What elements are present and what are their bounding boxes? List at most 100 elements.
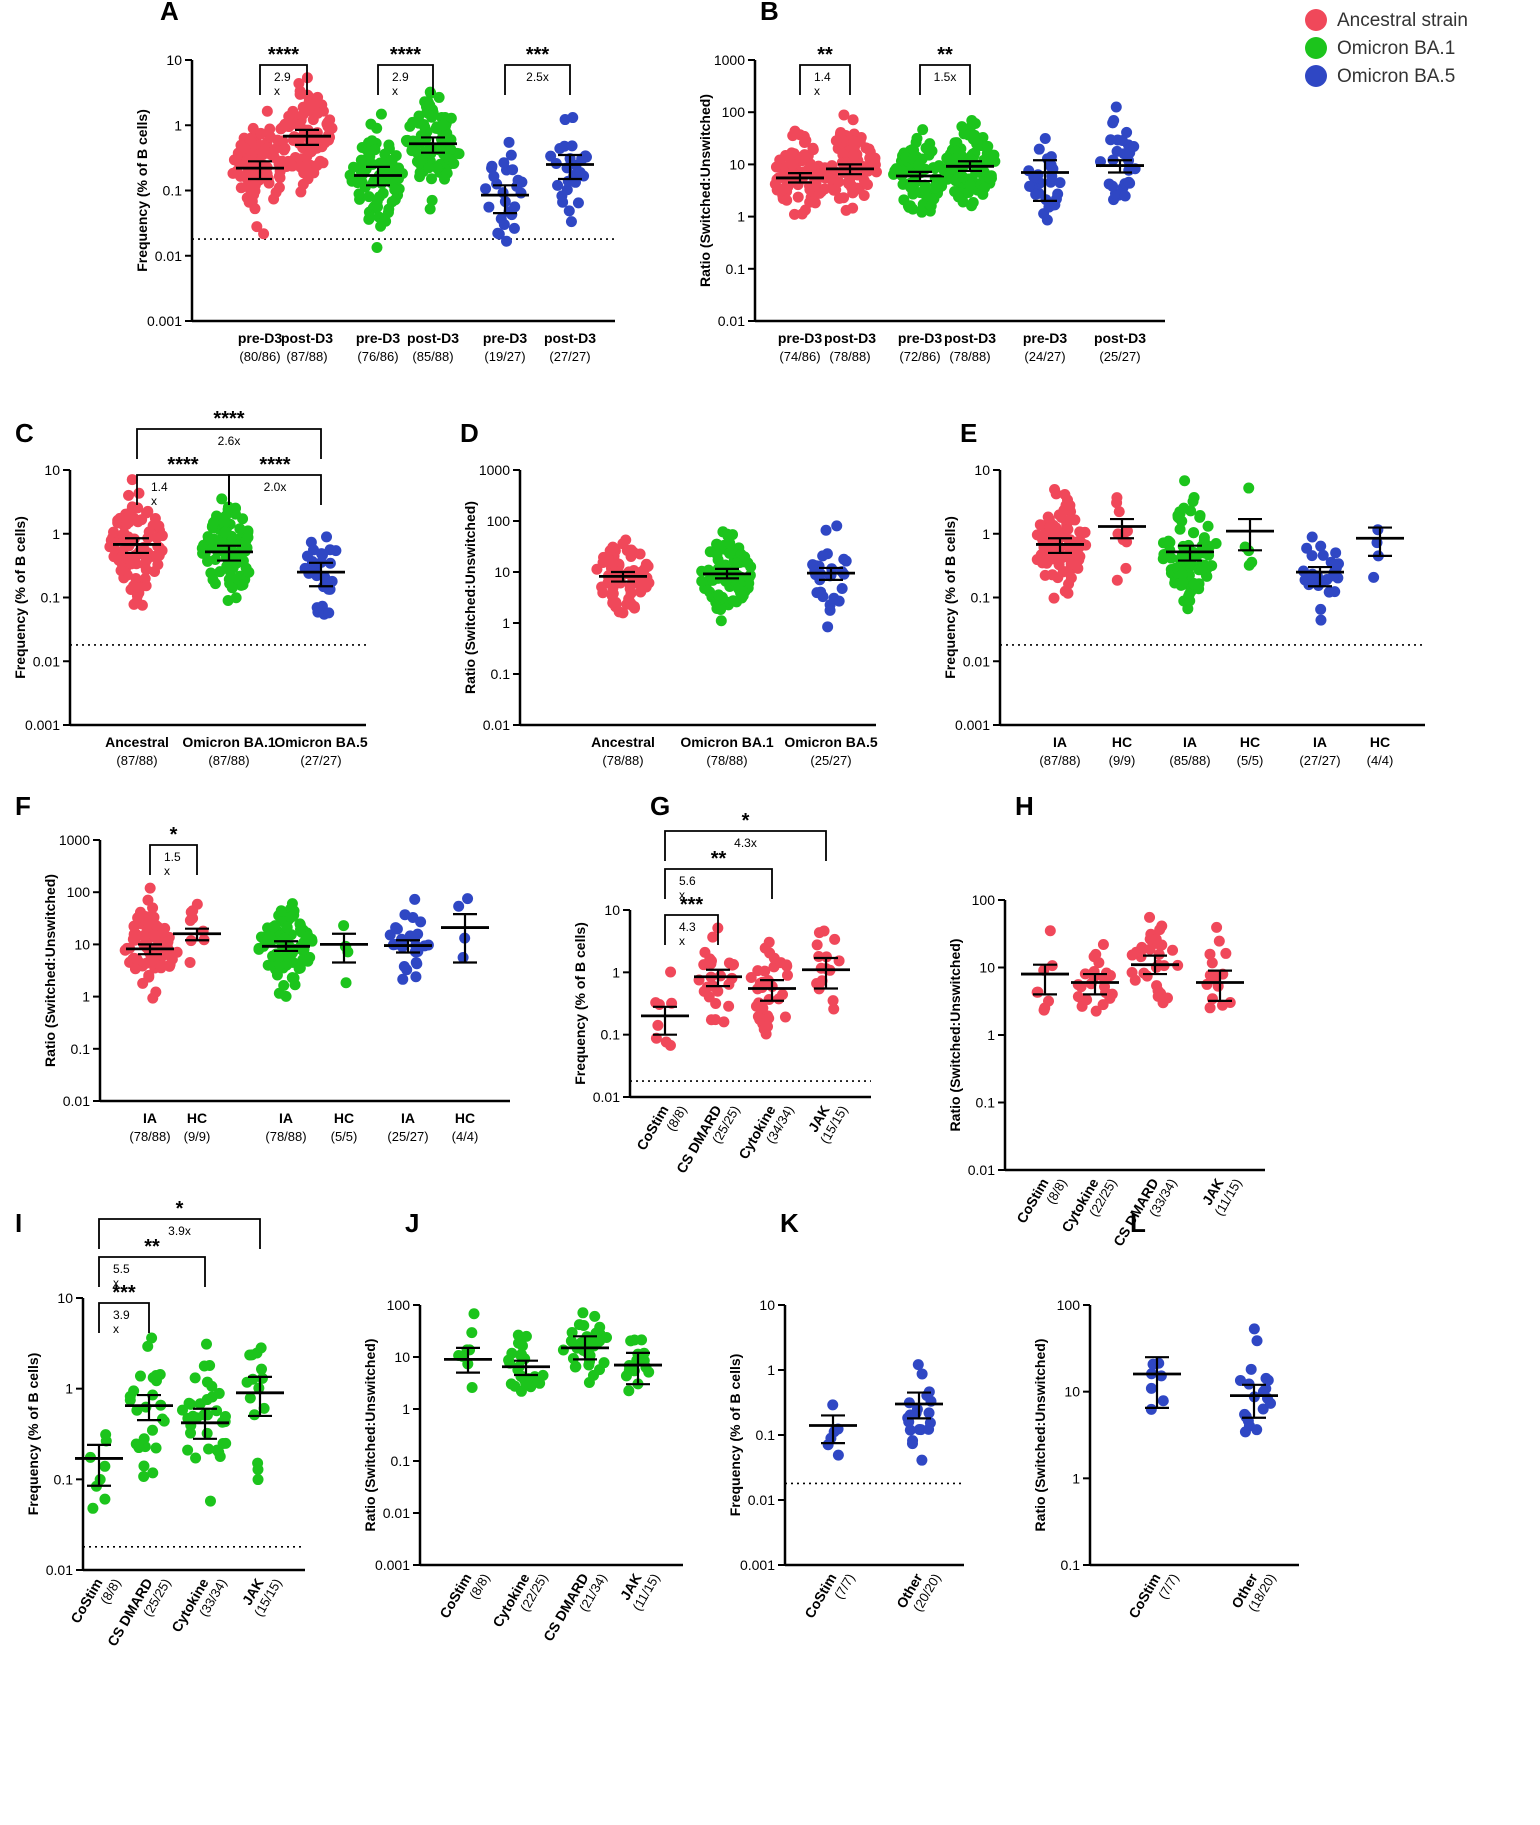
data-point — [100, 1429, 112, 1441]
data-point — [565, 1335, 577, 1347]
panel-letter: E — [960, 418, 977, 448]
data-point — [727, 595, 739, 607]
x-count-label: (78/88) — [265, 1129, 306, 1144]
data-point — [1039, 1002, 1051, 1014]
data-point — [572, 197, 584, 209]
data-point — [1217, 999, 1229, 1011]
data-point — [507, 164, 519, 176]
comparison-bracket — [149, 844, 198, 875]
y-tick-label: 1 — [767, 1362, 775, 1378]
data-point — [625, 544, 637, 556]
data-point — [253, 1382, 265, 1394]
data-point — [1317, 549, 1329, 561]
data-point — [1031, 986, 1043, 998]
significance-stars: **** — [390, 44, 421, 66]
data-point — [264, 123, 276, 135]
data-point — [798, 136, 810, 148]
data-point — [389, 184, 401, 196]
panel-letter: L — [1130, 1208, 1146, 1238]
data-point — [294, 918, 306, 930]
data-point — [234, 170, 246, 182]
significance-stars: **** — [268, 44, 299, 66]
fold-change-label: 5.6 — [679, 874, 696, 888]
x-category-label: post-D3 — [824, 330, 876, 346]
data-point — [792, 191, 804, 203]
data-point — [1044, 521, 1056, 533]
data-point — [1099, 981, 1111, 993]
y-axis-label: Frequency (% of B cells) — [727, 1354, 743, 1517]
data-point — [1036, 557, 1048, 569]
data-point — [1245, 1363, 1257, 1375]
data-point — [448, 158, 460, 170]
data-point — [133, 487, 145, 499]
data-point — [1105, 134, 1117, 146]
data-point — [281, 921, 293, 933]
data-point — [919, 184, 931, 196]
data-point — [1198, 559, 1210, 571]
data-point — [520, 1330, 532, 1342]
x-category-label: IA — [1053, 734, 1067, 750]
data-point — [152, 559, 164, 571]
data-point — [150, 1442, 162, 1454]
data-point — [836, 583, 848, 595]
y-tick-label: 0.1 — [54, 1471, 74, 1487]
data-point — [1372, 524, 1384, 536]
data-point — [1330, 547, 1342, 559]
comparison-bracket — [664, 914, 719, 945]
data-point — [207, 574, 219, 586]
data-point — [94, 1473, 106, 1485]
data-point — [827, 1399, 839, 1411]
data-point — [908, 144, 920, 156]
data-point — [869, 152, 881, 164]
data-point — [506, 209, 518, 221]
data-point — [248, 1409, 260, 1421]
data-point — [385, 154, 397, 166]
data-point — [123, 489, 135, 501]
data-point — [723, 1000, 735, 1012]
panel-letter: I — [15, 1208, 22, 1238]
data-point — [424, 99, 436, 111]
data-point — [703, 991, 715, 1003]
data-point — [468, 1308, 480, 1320]
data-point — [643, 1366, 655, 1378]
y-tick-label: 100 — [722, 104, 746, 120]
data-point — [1111, 497, 1123, 509]
panel-d: D 0.01 0.1 1 10 100 1000 Ratio (Switched:Unswit… — [460, 418, 878, 768]
data-point — [365, 118, 377, 130]
data-point — [1315, 576, 1327, 588]
data-point — [1072, 979, 1084, 991]
data-point — [912, 1359, 924, 1371]
data-point — [1213, 935, 1225, 947]
data-point — [440, 130, 452, 142]
data-point — [438, 148, 450, 160]
y-tick-label: 10 — [729, 156, 745, 172]
data-point — [598, 1357, 610, 1369]
fold-change-x: x — [679, 888, 685, 902]
data-point — [848, 135, 860, 147]
data-point — [840, 555, 852, 567]
data-point — [773, 993, 785, 1005]
data-point — [1187, 527, 1199, 539]
data-point — [277, 135, 289, 147]
data-point — [431, 162, 443, 174]
x-category-label: IA — [1183, 734, 1197, 750]
data-point — [1049, 199, 1061, 211]
data-point — [404, 930, 416, 942]
data-point — [293, 78, 305, 90]
data-point — [321, 135, 333, 147]
data-point — [718, 1016, 730, 1028]
data-point — [241, 1376, 253, 1388]
data-point — [837, 149, 849, 161]
data-point — [807, 144, 819, 156]
data-point — [1251, 1335, 1263, 1347]
y-tick-label: 0.01 — [33, 653, 60, 669]
fold-change-x: x — [113, 1322, 119, 1336]
data-point — [1177, 576, 1189, 588]
data-point — [258, 228, 270, 240]
data-point — [696, 575, 708, 587]
data-point — [723, 978, 735, 990]
data-point — [142, 917, 154, 929]
data-point — [916, 1454, 928, 1466]
